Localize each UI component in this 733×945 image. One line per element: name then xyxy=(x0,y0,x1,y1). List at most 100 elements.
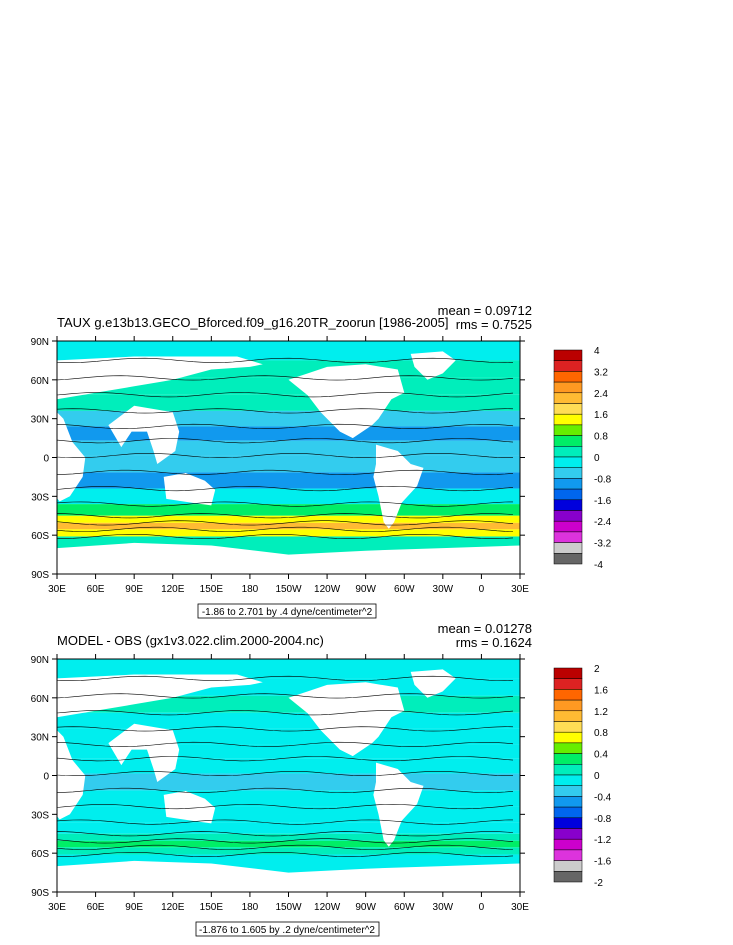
lat-tick-label: 60S xyxy=(31,531,49,542)
colorbar-swatch xyxy=(553,371,583,383)
lon-tick-label: 150E xyxy=(200,584,224,595)
colorbar-swatch xyxy=(553,721,583,733)
contour-line xyxy=(57,501,514,507)
field-band xyxy=(57,504,520,516)
colorbar-swatch xyxy=(553,817,583,829)
contour-line xyxy=(57,771,513,776)
lat-tick-label: 90S xyxy=(31,570,49,581)
colorbar-label: 2 xyxy=(594,664,600,675)
panel-2-range-box xyxy=(195,921,380,937)
land-mass xyxy=(57,542,520,574)
field-band xyxy=(57,488,520,505)
field-band xyxy=(57,822,520,834)
lat-tick-label: 90N xyxy=(31,655,49,666)
colorbar-label: -2.4 xyxy=(594,517,612,528)
lat-tick-label: 60N xyxy=(31,376,49,387)
colorbar-swatch xyxy=(553,731,583,744)
field-band xyxy=(57,472,520,489)
lon-tick-label: 90W xyxy=(355,584,376,595)
lat-tick-label: 60N xyxy=(31,694,49,705)
land-mass xyxy=(108,405,180,464)
field-band xyxy=(57,659,520,679)
lon-tick-label: 90E xyxy=(125,902,143,913)
land-mass xyxy=(57,860,520,892)
colorbar-label: 2.4 xyxy=(594,389,608,400)
colorbar-label: -0.8 xyxy=(594,474,612,485)
lon-tick-label: 60E xyxy=(87,902,105,913)
contour-line xyxy=(57,469,514,475)
colorbar-label: 1.6 xyxy=(594,685,608,696)
field-band xyxy=(57,515,520,523)
panel-2-lat-axis: 90N 60N 30N 0 30S 60S 90S xyxy=(31,655,525,899)
lon-tick-label: 30E xyxy=(511,584,529,595)
lon-tick-label: 120W xyxy=(314,584,341,595)
colorbar-swatch xyxy=(553,467,583,479)
colorbar-label: -0.4 xyxy=(594,792,612,803)
field-band xyxy=(57,712,520,729)
field-band xyxy=(57,840,520,848)
contour-line xyxy=(57,838,514,844)
colorbar-label: -3.2 xyxy=(594,539,612,550)
lon-tick-label: 30E xyxy=(48,584,66,595)
colorbar-swatch xyxy=(553,753,583,765)
colorbar-swatch xyxy=(553,403,583,415)
land-mass xyxy=(57,356,263,400)
colorbar-label: 1.6 xyxy=(594,410,608,421)
lon-tick-label: 30E xyxy=(511,902,529,913)
colorbar-label: 3.2 xyxy=(594,367,608,378)
lon-tick-label: 30W xyxy=(433,902,454,913)
colorbar-label: -1.2 xyxy=(594,835,612,846)
contour-line xyxy=(57,756,514,762)
contour-line xyxy=(57,726,514,732)
colorbar-swatch xyxy=(553,542,583,554)
colorbar-label: 0 xyxy=(594,453,600,464)
lon-tick-label: 180 xyxy=(242,902,259,913)
colorbar-swatch xyxy=(553,413,583,426)
colorbar-label: 1.2 xyxy=(594,707,608,718)
lon-tick-label: 90E xyxy=(125,584,143,595)
colorbar-swatch xyxy=(553,849,583,861)
field-band xyxy=(57,529,520,537)
lon-tick-label: 0 xyxy=(479,902,485,913)
colorbar-label: -2 xyxy=(594,878,603,889)
colorbar-swatch xyxy=(553,860,583,872)
land-mass xyxy=(288,364,405,439)
colorbar-swatch xyxy=(553,742,583,754)
lat-tick-label: 30S xyxy=(31,810,49,821)
panel-1: TAUX g.e13b13.GECO_Bforced.f09_g16.20TR_… xyxy=(31,303,612,619)
field-band xyxy=(57,833,520,841)
contour-line xyxy=(57,844,514,850)
land-mass xyxy=(57,412,86,502)
contour-line xyxy=(57,520,514,526)
colorbar-swatch xyxy=(553,774,583,786)
field-band xyxy=(57,806,520,823)
colorbar-swatch xyxy=(553,478,583,490)
contour-line xyxy=(57,392,514,398)
colorbar-swatch xyxy=(553,456,583,468)
land-mass xyxy=(57,674,263,718)
panel-1-land xyxy=(57,351,520,574)
contour-line xyxy=(57,741,514,747)
land-mass xyxy=(288,682,405,757)
land-mass xyxy=(57,730,86,820)
contour-line xyxy=(57,357,514,363)
panel-2-contours xyxy=(57,675,514,857)
panel-1-mean: mean = 0.09712 xyxy=(438,303,532,318)
colorbar-swatch xyxy=(553,381,583,394)
colorbar-label: 4 xyxy=(594,346,600,357)
contour-line xyxy=(57,486,514,492)
colorbar-swatch xyxy=(553,678,583,690)
panel-1-rms: rms = 0.7525 xyxy=(456,317,532,332)
contour-line xyxy=(57,693,514,699)
contour-line xyxy=(57,852,514,857)
colorbar-swatch xyxy=(553,796,583,808)
colorbar-swatch xyxy=(553,871,583,883)
colorbar-label: -4 xyxy=(594,560,603,571)
field-band xyxy=(57,522,520,530)
lon-tick-label: 120W xyxy=(314,902,341,913)
colorbar-label: -1.6 xyxy=(594,857,612,868)
colorbar-swatch xyxy=(553,488,583,501)
land-mass xyxy=(163,791,216,824)
colorbar-label: -0.8 xyxy=(594,814,612,825)
